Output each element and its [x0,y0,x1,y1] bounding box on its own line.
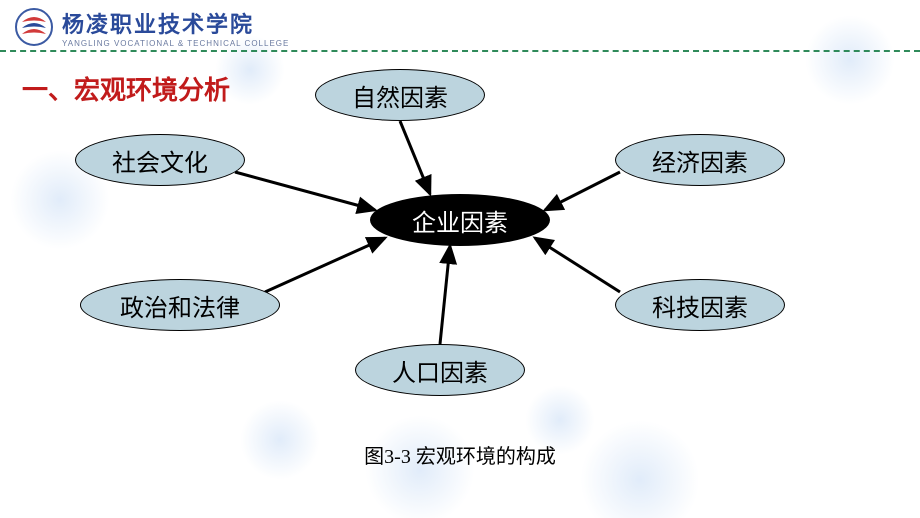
node-label: 企业因素 [412,203,508,238]
factor-node-nature: 自然因素 [315,69,485,121]
factor-node-tech: 科技因素 [615,279,785,331]
arrow-politics [265,238,385,292]
arrow-pop [440,246,450,344]
institution-name-block: 杨凌职业技术学院 YANGLING VOCATIONAL & TECHNICAL… [62,7,289,48]
node-label: 自然因素 [352,78,448,113]
factor-node-culture: 社会文化 [75,134,245,186]
institution-name-en: YANGLING VOCATIONAL & TECHNICAL COLLEGE [62,39,289,48]
node-label: 人口因素 [392,353,488,388]
arrow-nature [400,121,430,194]
node-label: 科技因素 [652,288,748,323]
factor-node-politics: 政治和法律 [80,279,280,331]
node-label: 社会文化 [112,143,208,178]
figure-caption: 图3-3 宏观环境的构成 [0,440,920,469]
college-logo-icon [14,7,54,47]
factor-node-pop: 人口因素 [355,344,525,396]
node-label: 政治和法律 [120,288,240,323]
institution-name-cn: 杨凌职业技术学院 [62,7,289,39]
header-divider [0,50,920,52]
node-label: 经济因素 [652,143,748,178]
header: 杨凌职业技术学院 YANGLING VOCATIONAL & TECHNICAL… [14,6,906,48]
factor-node-economy: 经济因素 [615,134,785,186]
arrow-tech [535,238,620,292]
center-node-center: 企业因素 [370,194,550,246]
macro-env-diagram: 自然因素社会文化 经济因素政治和法律 科技因素人口因素 企业因素 图3-3 宏观环境的… [0,60,920,490]
arrow-culture [235,172,375,210]
arrow-economy [545,172,620,210]
diagram-arrows [0,60,920,490]
